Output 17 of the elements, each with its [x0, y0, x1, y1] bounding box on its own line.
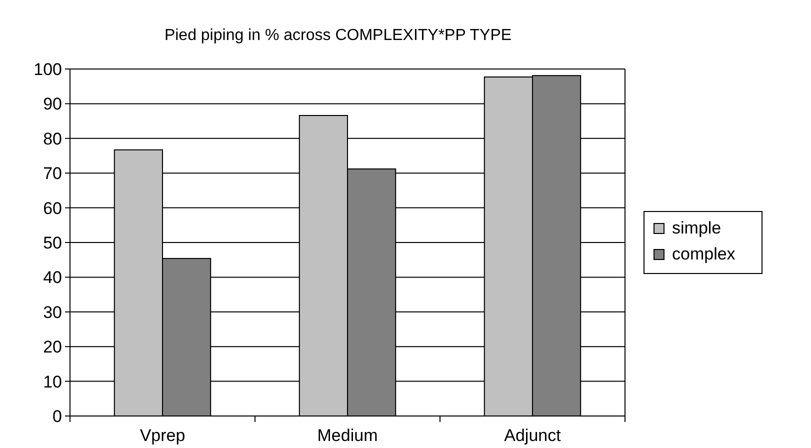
- x-tick-label: Vprep: [140, 426, 186, 445]
- y-tick-label: 70: [43, 164, 62, 184]
- y-tick-label: 60: [43, 198, 62, 218]
- x-tick-label: Adjunct: [504, 426, 562, 445]
- y-tick-label: 30: [43, 302, 62, 322]
- y-tick-label: 20: [43, 338, 62, 357]
- legend-label: simple: [672, 218, 722, 238]
- x-tick-label: Medium: [317, 426, 378, 445]
- y-tick-label: 50: [43, 234, 62, 252]
- chart-title: Pied piping in % across COMPLEXITY*PP TYPE: [164, 27, 512, 44]
- y-tick-label: 40: [43, 268, 62, 288]
- y-tick-label: 0: [52, 407, 62, 426]
- y-tick-label: 80: [43, 129, 62, 148]
- legend-label: complex: [672, 244, 736, 264]
- y-tick-label: 90: [43, 94, 62, 114]
- y-tick-label: 10: [43, 372, 62, 392]
- y-tick-label: 100: [34, 60, 62, 79]
